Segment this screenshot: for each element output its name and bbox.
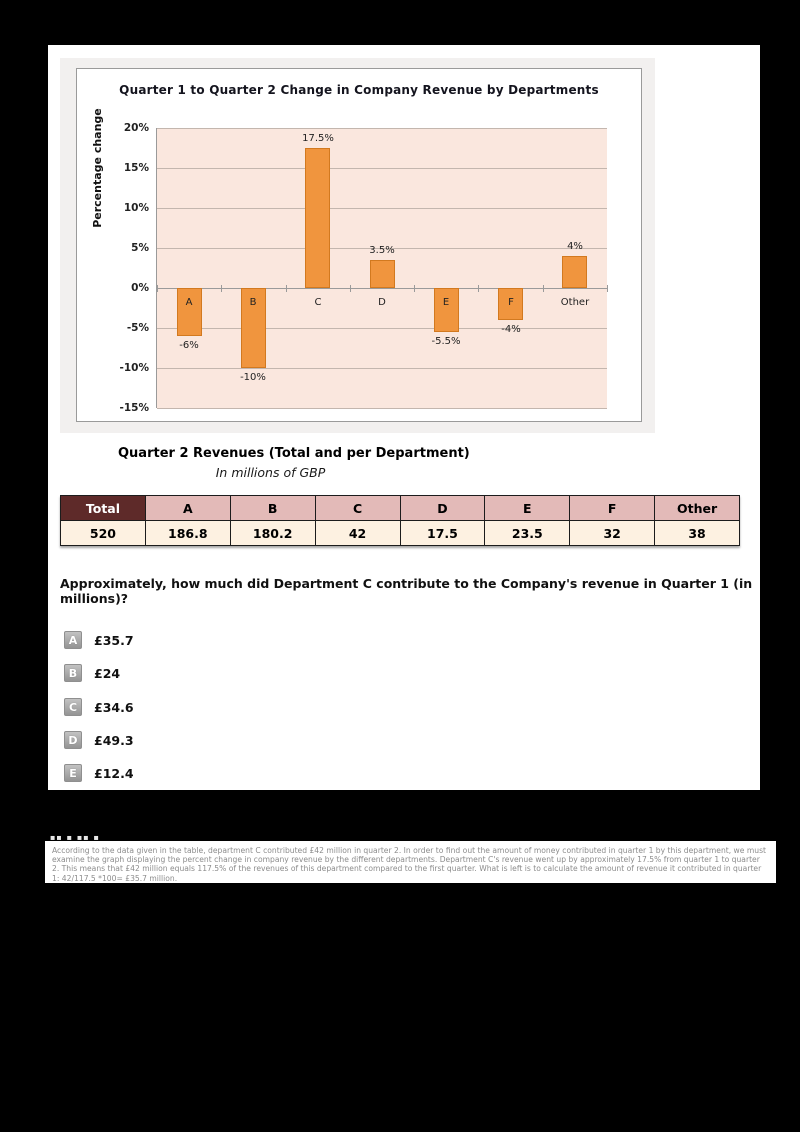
category-label: Other — [560, 297, 590, 308]
bar-value-label: -5.5% — [431, 336, 461, 347]
chart-container: Quarter 1 to Quarter 2 Change in Company… — [60, 58, 655, 433]
answer-option-c[interactable]: C £34.6 — [64, 697, 134, 717]
axis-tick — [221, 285, 222, 292]
table-header-d: D — [399, 495, 486, 521]
option-value: £34.6 — [94, 699, 134, 715]
y-tick-label: -5% — [126, 322, 149, 334]
bar-value-label: 4% — [567, 241, 583, 252]
option-letter-badge: B — [64, 664, 82, 682]
gridline — [157, 408, 607, 409]
table-value-other: 38 — [654, 520, 740, 546]
plot-area: -6% A -10% B 17.5% C 3.5% D -5.5% E -4% F 4% Other — [156, 128, 608, 409]
bar-value-label: 17.5% — [302, 133, 334, 144]
answer-option-d[interactable]: D £49.3 — [64, 730, 134, 750]
table-header-e: E — [484, 495, 571, 521]
y-tick-label: -10% — [119, 362, 150, 374]
category-label: D — [378, 297, 386, 308]
category-label: A — [185, 297, 193, 308]
table-value-d: 17.5 — [399, 520, 486, 546]
bar-other — [562, 256, 587, 288]
y-tick-label: 15% — [123, 162, 149, 174]
option-value: £12.4 — [94, 765, 134, 781]
table-value-e: 23.5 — [484, 520, 571, 546]
clipped-text-fragment: ▪▪ ▪ ▪▪ ▪ ▪▪ — [50, 835, 100, 841]
bar-e — [434, 288, 459, 332]
option-letter-badge: A — [64, 631, 82, 649]
question-panel: Quarter 1 to Quarter 2 Change in Company… — [48, 45, 760, 790]
option-letter-badge: D — [64, 731, 82, 749]
category-label: B — [249, 297, 257, 308]
answer-option-e[interactable]: E £12.4 — [64, 763, 134, 783]
option-letter-badge: C — [64, 698, 82, 716]
y-tick-label: 0% — [131, 282, 149, 294]
bar-value-label: -6% — [179, 340, 199, 351]
bar-value-label: -4% — [501, 324, 521, 335]
bar-c — [305, 148, 330, 288]
table-subtitle: In millions of GBP — [215, 465, 326, 480]
revenue-table: Total A B C D E F Other 520 186.8 180.2 42 17.5 23.5 3… — [60, 495, 740, 546]
category-label: F — [508, 297, 514, 308]
bar-d — [370, 260, 395, 288]
axis-tick — [157, 285, 158, 292]
gridline — [157, 288, 607, 289]
option-letter-badge: E — [64, 764, 82, 782]
y-tick-label: 10% — [123, 202, 149, 214]
axis-tick — [607, 285, 608, 292]
y-tick-label: 20% — [123, 122, 149, 134]
axis-tick — [414, 285, 415, 292]
bar-chart: Quarter 1 to Quarter 2 Change in Company… — [76, 68, 642, 422]
option-value: £49.3 — [94, 732, 134, 748]
bar-value-label: -10% — [240, 372, 266, 383]
gridline — [157, 248, 607, 249]
table-value-a: 186.8 — [144, 520, 231, 546]
explanation-panel: According to the data given in the table… — [45, 841, 776, 883]
table-header-c: C — [314, 495, 401, 521]
gridline — [157, 328, 607, 329]
gridline — [157, 168, 607, 169]
table-header-b: B — [229, 495, 316, 521]
y-tick-label: -15% — [119, 402, 150, 414]
bar-a — [177, 288, 202, 336]
axis-tick — [286, 285, 287, 292]
chart-title: Quarter 1 to Quarter 2 Change in Company… — [119, 83, 599, 97]
gridline — [157, 368, 607, 369]
bar-b — [241, 288, 266, 368]
axis-tick — [478, 285, 479, 292]
option-value: £35.7 — [94, 632, 134, 648]
table-value-total: 520 — [60, 520, 146, 546]
answer-option-b[interactable]: B £24 — [64, 663, 120, 683]
bar-value-label: 3.5% — [369, 245, 395, 256]
explanation-text: According to the data given in the table… — [52, 846, 767, 883]
table-header-other: Other — [654, 495, 740, 521]
table-header-f: F — [569, 495, 656, 521]
bar-f — [498, 288, 523, 320]
table-value-c: 42 — [314, 520, 401, 546]
category-label: C — [314, 297, 322, 308]
table-value-f: 32 — [569, 520, 656, 546]
y-tick-label: 5% — [131, 242, 149, 254]
gridline — [157, 208, 607, 209]
axis-tick — [543, 285, 544, 292]
answer-option-a[interactable]: A £35.7 — [64, 630, 134, 650]
axis-tick — [350, 285, 351, 292]
category-label: E — [442, 297, 450, 308]
table-title: Quarter 2 Revenues (Total and per Depart… — [118, 446, 470, 461]
gridline — [157, 128, 607, 129]
question-text: Approximately, how much did Department C… — [60, 576, 753, 606]
table-header-a: A — [144, 495, 231, 521]
table-value-b: 180.2 — [229, 520, 316, 546]
option-value: £24 — [94, 665, 121, 681]
table-header-total: Total — [60, 495, 146, 521]
